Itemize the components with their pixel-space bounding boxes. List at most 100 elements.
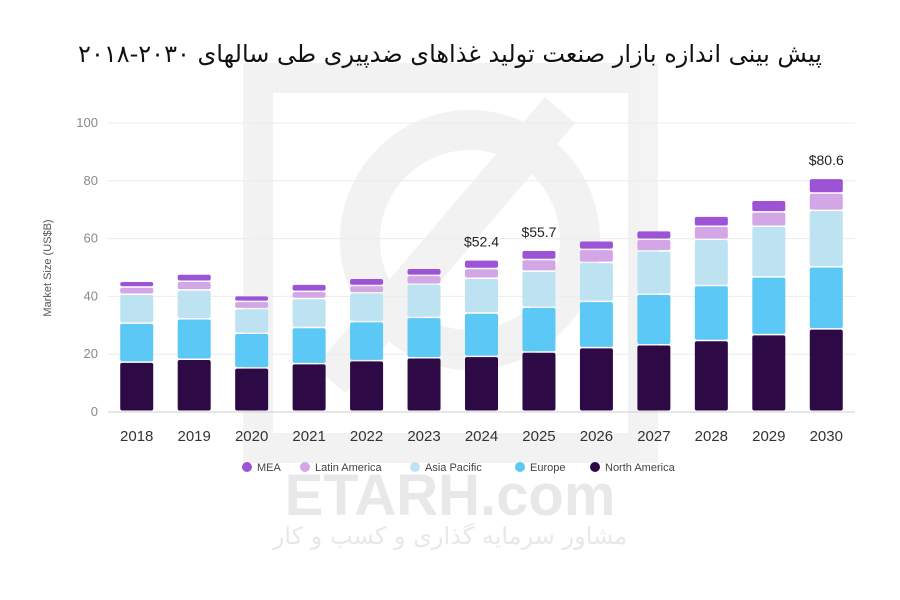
bar-segment bbox=[120, 287, 154, 294]
bar-segment bbox=[120, 294, 154, 323]
bar-segment bbox=[579, 302, 613, 347]
bar-segment bbox=[407, 276, 441, 284]
x-tick-label: 2018 bbox=[120, 428, 153, 445]
bar-segment bbox=[350, 279, 384, 285]
bar-segment bbox=[637, 240, 671, 251]
bar-segment bbox=[235, 333, 269, 368]
bar-segment bbox=[350, 361, 384, 411]
x-tick-label: 2022 bbox=[350, 428, 383, 445]
bar-segment bbox=[637, 231, 671, 239]
legend-swatch bbox=[300, 462, 310, 472]
bar-segment bbox=[465, 313, 498, 356]
bar-segment bbox=[522, 260, 556, 271]
bar-segment bbox=[292, 284, 326, 291]
legend-swatch bbox=[410, 462, 420, 472]
bar-segment bbox=[752, 212, 786, 226]
data-label: $55.7 bbox=[521, 224, 556, 240]
y-tick-label: 80 bbox=[84, 173, 98, 188]
bar-segment bbox=[235, 368, 269, 411]
y-tick-label: 40 bbox=[84, 288, 98, 303]
legend-swatch bbox=[515, 462, 525, 472]
bar-segment bbox=[694, 216, 728, 226]
bar-segment bbox=[235, 296, 269, 301]
bar-segment bbox=[407, 358, 441, 411]
bar-segment bbox=[637, 251, 671, 294]
bar-segment bbox=[752, 277, 786, 334]
x-tick-label: 2024 bbox=[465, 428, 498, 445]
x-tick-label: 2021 bbox=[292, 428, 325, 445]
bar-segment bbox=[752, 335, 786, 411]
bar-segment bbox=[465, 357, 498, 411]
bar-segment bbox=[809, 179, 843, 193]
bar-segment bbox=[120, 281, 154, 287]
bar-segment bbox=[350, 293, 384, 321]
bar-segment bbox=[637, 294, 671, 345]
legend-swatch bbox=[590, 462, 600, 472]
bar-segment bbox=[120, 362, 154, 411]
bar-segment bbox=[177, 274, 211, 281]
x-tick-label: 2026 bbox=[580, 428, 613, 445]
x-tick-label: 2023 bbox=[407, 428, 440, 445]
bar-segment bbox=[809, 267, 843, 329]
y-tick-label: 20 bbox=[84, 346, 98, 361]
x-tick-label: 2020 bbox=[235, 428, 268, 445]
bar-segment bbox=[694, 286, 728, 340]
x-tick-label: 2025 bbox=[522, 428, 555, 445]
bar-segment bbox=[579, 348, 613, 411]
bar-segment bbox=[350, 286, 384, 293]
bar-segment bbox=[579, 263, 613, 301]
bar-segment bbox=[694, 227, 728, 239]
bar-segment bbox=[579, 250, 613, 262]
bar-segment bbox=[177, 319, 211, 359]
data-label: $80.6 bbox=[809, 152, 844, 168]
bar-segment bbox=[350, 322, 384, 360]
x-tick-label: 2029 bbox=[752, 428, 785, 445]
bar-segment bbox=[235, 302, 269, 308]
y-tick-label: 100 bbox=[76, 115, 98, 130]
bar-segment bbox=[465, 260, 498, 268]
legend-label: North America bbox=[605, 462, 676, 474]
chart-title: پیش بینی اندازه بازار صنعت تولید غذاهای … bbox=[78, 40, 822, 68]
legend-label: Latin America bbox=[315, 462, 383, 474]
bar-segment bbox=[292, 299, 326, 327]
x-tick-label: 2019 bbox=[178, 428, 211, 445]
bar-segment bbox=[407, 268, 441, 275]
bar-segment bbox=[809, 329, 843, 411]
bar-segment bbox=[637, 345, 671, 411]
watermark-subtitle: مشاور سرمایه گذاری و کسب و کار bbox=[272, 522, 628, 550]
data-label: $52.4 bbox=[464, 234, 499, 250]
bar-segment bbox=[522, 271, 556, 307]
bar-segment bbox=[694, 240, 728, 285]
bar-segment bbox=[177, 290, 211, 319]
x-tick-label: 2027 bbox=[637, 428, 670, 445]
bar-segment bbox=[120, 323, 154, 362]
y-axis-label: Market Size (US$B) bbox=[42, 219, 54, 316]
bar-segment bbox=[809, 211, 843, 266]
x-tick-label: 2028 bbox=[695, 428, 728, 445]
bar-segment bbox=[177, 281, 211, 290]
bar-segment bbox=[235, 309, 269, 333]
bar-segment bbox=[292, 328, 326, 363]
bar-segment bbox=[292, 364, 326, 411]
bar-segment bbox=[465, 279, 498, 313]
legend-label: Asia Pacific bbox=[425, 462, 482, 474]
x-tick-label: 2030 bbox=[810, 428, 843, 445]
bar-segment bbox=[292, 292, 326, 298]
watermark-text: ETARH.com bbox=[284, 463, 616, 528]
bar-segment bbox=[809, 193, 843, 210]
bar-segment bbox=[579, 241, 613, 249]
bar-segment bbox=[407, 284, 441, 317]
legend-label: Europe bbox=[530, 462, 565, 474]
legend-swatch bbox=[242, 462, 252, 472]
y-tick-label: 0 bbox=[91, 404, 98, 419]
bar-segment bbox=[522, 251, 556, 259]
bar-segment bbox=[177, 359, 211, 411]
bar-segment bbox=[752, 227, 786, 277]
y-tick-label: 60 bbox=[84, 231, 98, 246]
bar-segment bbox=[752, 201, 786, 212]
legend-label: MEA bbox=[257, 462, 282, 474]
bar-segment bbox=[694, 341, 728, 411]
bar-segment bbox=[522, 352, 556, 411]
bar-segment bbox=[465, 269, 498, 278]
